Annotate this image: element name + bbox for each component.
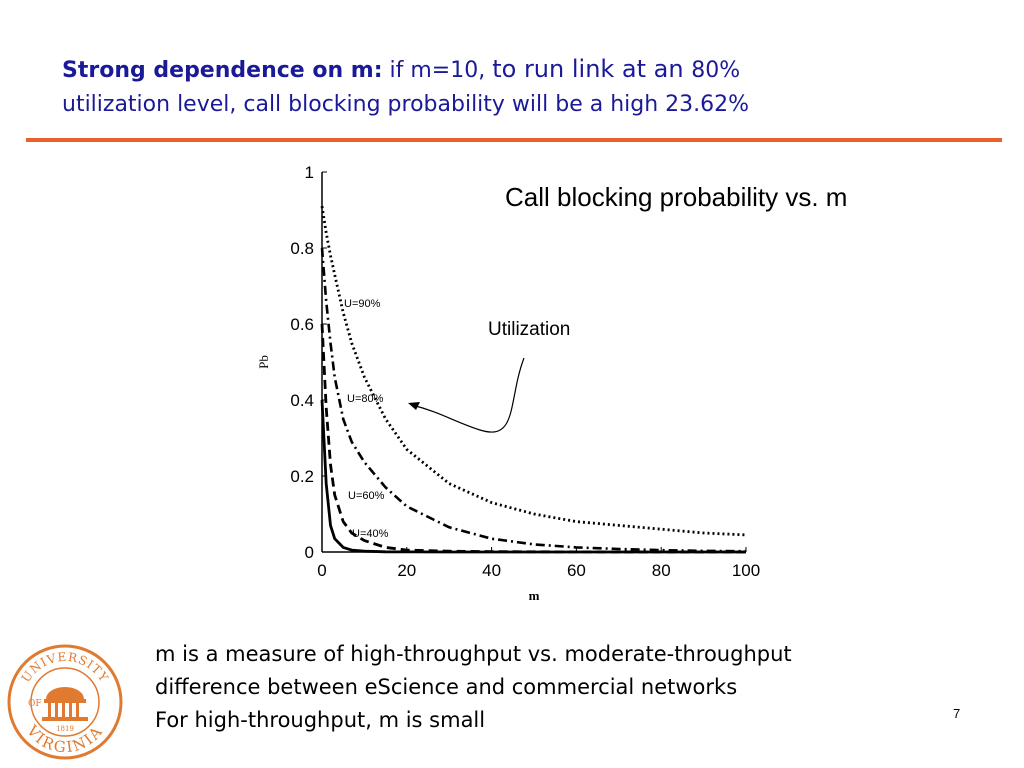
note-line: difference between eScience and commerci… — [155, 675, 738, 699]
x-tick-label: 100 — [732, 561, 760, 580]
x-axis-label: m — [529, 588, 540, 603]
y-tick-label: 0.2 — [290, 467, 314, 486]
annotation-arrowhead — [408, 402, 420, 410]
utilization-annotation: Utilization — [488, 319, 570, 340]
seal-text-of: OF — [28, 699, 42, 709]
university-seal: UNIVERSITY VIRGINIA OF 1819 — [7, 644, 123, 760]
x-tick-label: 80 — [652, 561, 671, 580]
seal-inner-ring — [30, 667, 100, 737]
rotunda-column — [76, 703, 79, 717]
rotunda-column — [55, 703, 58, 717]
rotunda-dome-icon — [46, 687, 84, 699]
heading-part-1: if m=10, — [382, 58, 493, 83]
rotunda-base — [42, 717, 88, 721]
heading-lead: Strong dependence on m: — [62, 58, 383, 83]
heading-line-1: Strong dependence on m: if m=10, to run … — [62, 52, 982, 88]
heading-part-2: to run link at an — [492, 55, 692, 83]
chart-title: Call blocking probability vs. m — [505, 182, 848, 212]
rotunda-column — [62, 703, 65, 717]
x-tick-label: 60 — [567, 561, 586, 580]
x-tick-label: 0 — [317, 561, 326, 580]
notes-block: m is a measure of high-throughput vs. mo… — [155, 638, 792, 737]
y-axis-label: Pb — [256, 355, 271, 369]
heading-line-2: utilization level, call blocking probabi… — [62, 92, 750, 117]
note-line: For high-throughput, m is small — [155, 708, 486, 732]
y-tick-label: 0.4 — [290, 391, 314, 410]
curve-label: U=40% — [352, 528, 389, 540]
series-line-u60 — [320, 323, 747, 554]
curve-label: U=80% — [347, 393, 384, 405]
rotunda-column — [69, 703, 72, 717]
note-line: m is a measure of high-throughput vs. mo… — [155, 642, 792, 666]
title-divider — [26, 138, 1002, 142]
rotunda-cornice — [44, 699, 86, 703]
rotunda-column — [48, 703, 51, 717]
series-line-u90 — [320, 205, 747, 537]
curve-label: U=90% — [344, 298, 381, 310]
blocking-probability-chart: 0 20 40 60 80 100 0 0.2 0.4 0.6 0.8 1 m Pb U=90% U=80% U… — [256, 163, 760, 603]
curve-label: U=60% — [348, 490, 385, 502]
series-line-u40 — [320, 399, 746, 554]
y-tick-label: 0.8 — [290, 239, 314, 258]
annotation-arrow-line — [411, 357, 525, 433]
x-tick-label: 20 — [397, 561, 416, 580]
heading-part-3: 80% — [691, 58, 741, 83]
y-tick-label: 0 — [305, 543, 314, 562]
seal-outer-ring — [7, 644, 123, 760]
slide-heading: Strong dependence on m: if m=10, to run … — [62, 52, 982, 122]
series-line-u80 — [320, 247, 747, 553]
y-tick-label: 0.6 — [290, 315, 314, 334]
page-number: 7 — [953, 706, 961, 721]
x-tick-label: 40 — [482, 561, 501, 580]
y-tick-label: 1 — [305, 163, 314, 182]
plot-layer: 0 20 40 60 80 100 0 0.2 0.4 0.6 0.8 1 m Pb U=90% U=80% U… — [256, 163, 760, 603]
seal-year: 1819 — [56, 725, 74, 733]
